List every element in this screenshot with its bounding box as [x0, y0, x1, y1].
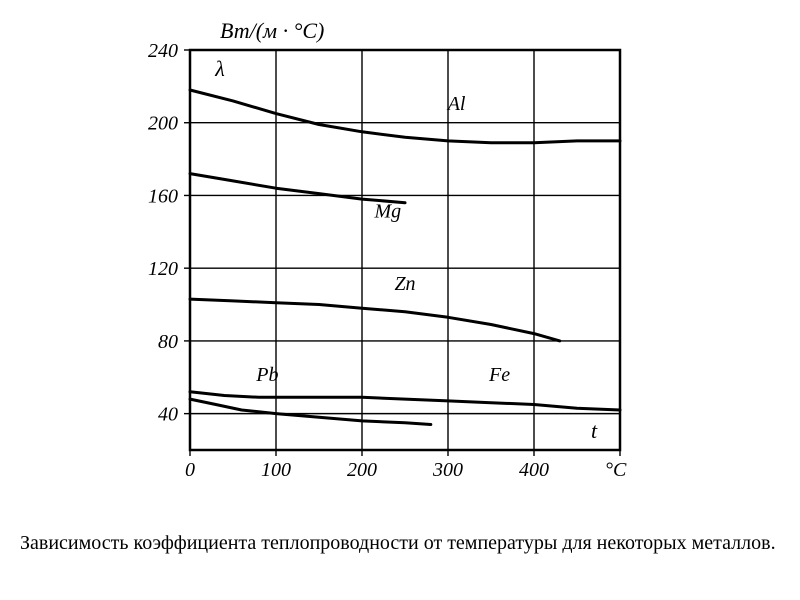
svg-text:200: 200 — [148, 113, 178, 135]
svg-text:°С: °С — [605, 459, 627, 481]
svg-text:40: 40 — [158, 404, 178, 426]
svg-text:120: 120 — [148, 258, 178, 280]
series-label-fe: Fe — [488, 364, 510, 386]
svg-text:300: 300 — [432, 459, 463, 481]
svg-text:80: 80 — [158, 331, 178, 353]
svg-text:400: 400 — [519, 459, 549, 481]
chart-container: 0 100 200 300 400 °С 40 80 120 160 200 240 Вт/(м · °… — [120, 10, 680, 510]
svg-text:Вт/(м · °С): Вт/(м · °С) — [220, 18, 324, 43]
svg-text:0: 0 — [185, 459, 195, 481]
svg-text:240: 240 — [148, 40, 178, 62]
series-label-mg: Mg — [373, 200, 401, 222]
svg-text:160: 160 — [148, 185, 178, 207]
svg-text:λ: λ — [214, 56, 225, 81]
page: 0 100 200 300 400 °С 40 80 120 160 200 240 Вт/(м · °… — [0, 0, 800, 600]
svg-text:t: t — [591, 418, 598, 443]
svg-text:100: 100 — [261, 459, 291, 481]
thermal-conductivity-chart: 0 100 200 300 400 °С 40 80 120 160 200 240 Вт/(м · °… — [120, 10, 680, 510]
series-label-al: Al — [446, 93, 466, 115]
series-label-pb: Pb — [255, 364, 278, 386]
series-label-zn: Zn — [394, 273, 415, 295]
svg-text:200: 200 — [347, 459, 377, 481]
figure-caption: Зависимость коэффициента теплопроводност… — [20, 530, 780, 556]
